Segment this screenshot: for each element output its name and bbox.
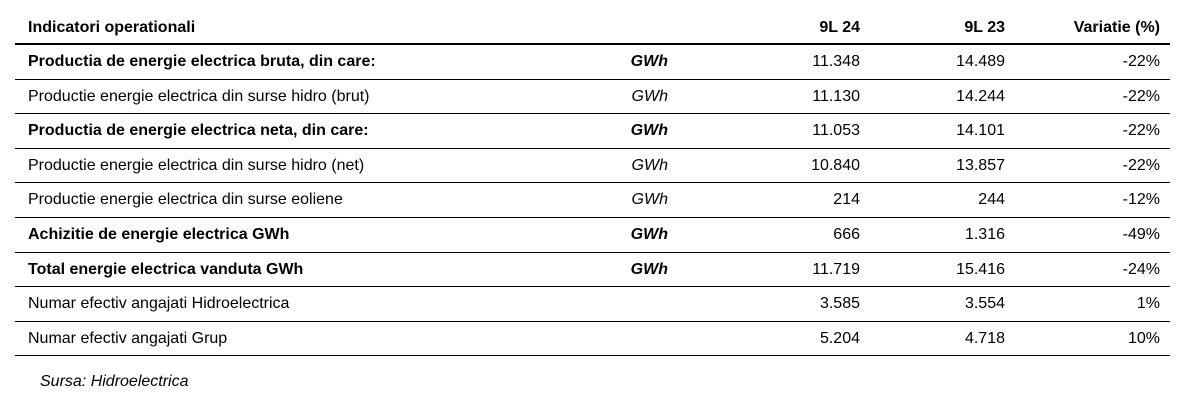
row-rule (15, 78, 1170, 80)
row-cell: -49% (1122, 226, 1160, 243)
row-label: Numar efectiv angajati Grup (28, 329, 228, 347)
row-cell: 3.585 (819, 295, 860, 313)
row-label: Productia de energie electrica neta, din… (28, 122, 369, 140)
row-cell: 15.416 (956, 260, 1005, 278)
row-cell: 5.204 (819, 329, 860, 347)
row-cell: -12% (1122, 191, 1160, 209)
header-label: Indicatori operationali (28, 19, 196, 36)
row-rule (15, 147, 1170, 149)
row-cell: 11.053 (812, 122, 860, 140)
row-unit: GWh (631, 156, 668, 174)
row-cell: 4.718 (964, 329, 1005, 347)
source: Sursa: Hidroelectrica (40, 373, 189, 390)
row-cell: 1.316 (964, 226, 1005, 243)
header-cell: 9L 24 (819, 19, 860, 36)
row-cell: 244 (978, 191, 1005, 209)
header-cell: Variatie (%) (1073, 19, 1160, 36)
row-cell: -22% (1122, 53, 1160, 70)
row-label: Productie energie electrica din surse eo… (28, 191, 343, 209)
row-cell: 214 (833, 191, 860, 209)
row-label: Total energie electrica vanduta GWh (28, 260, 304, 278)
row-cell: 13.857 (956, 156, 1005, 174)
row-unit: GWh (631, 191, 668, 209)
row-unit: GWh (630, 226, 668, 243)
header-rule (15, 43, 1170, 45)
row-cell: 14.489 (956, 53, 1005, 70)
row-rule (15, 355, 1170, 357)
row-cell: 11.348 (812, 53, 860, 70)
row-cell: 11.719 (812, 260, 860, 278)
header-cell: 9L 23 (964, 19, 1005, 36)
row-cell: 10% (1127, 329, 1160, 347)
row-rule (15, 286, 1170, 288)
row-cell: 666 (833, 226, 860, 243)
row-cell: 14.101 (956, 122, 1005, 140)
row-cell: -22% (1122, 156, 1160, 174)
row-unit: GWh (630, 260, 668, 278)
row-label: Numar efectiv angajati Hidroelectrica (28, 295, 290, 313)
row-rule (15, 320, 1170, 322)
row-cell: -24% (1122, 260, 1160, 278)
row-rule (15, 217, 1170, 218)
row-rule (15, 251, 1170, 253)
row-label: Productie energie electrica din surse hi… (28, 87, 370, 105)
row-cell: 11.130 (812, 87, 860, 105)
row-cell: 3.554 (964, 295, 1005, 313)
row-label: Productia de energie electrica bruta, di… (28, 53, 376, 70)
row-unit: GWh (631, 87, 668, 105)
row-rule (15, 182, 1170, 184)
row-label: Achizitie de energie electrica GWh (28, 226, 290, 243)
row-cell: 14.244 (956, 87, 1005, 105)
row-unit: GWh (630, 122, 668, 140)
row-label: Productie energie electrica din surse hi… (28, 156, 365, 174)
row-cell: -22% (1122, 122, 1160, 140)
row-cell: -22% (1122, 87, 1160, 105)
row-rule (15, 113, 1170, 115)
row-cell: 10.840 (811, 156, 860, 174)
row-cell: 1% (1136, 295, 1160, 313)
row-unit: GWh (630, 53, 668, 70)
